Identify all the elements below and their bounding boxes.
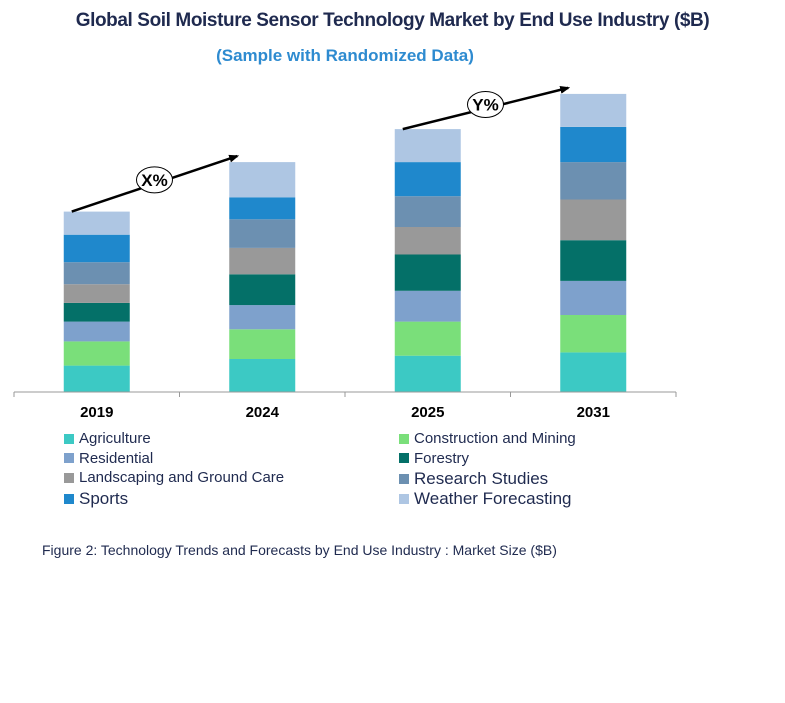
legend-item-forestry: Forestry (399, 450, 469, 467)
bar-2019-sports (63, 234, 130, 263)
bar-2019-residential (63, 321, 130, 342)
legend-item-agriculture: Agriculture (64, 430, 151, 447)
chart-title: Global Soil Moisture Sensor Technology M… (75, 10, 710, 31)
stacked-bar-chart: 2019 2024 2025 2031 X% Y% (13, 85, 677, 421)
bar-2025-weather-forecasting (394, 129, 461, 163)
x-tick-label-2031: 2031 (577, 404, 610, 421)
legend-swatch (399, 493, 409, 504)
bar-2019-research-studies (63, 262, 130, 285)
bar-2024-forestry (229, 274, 296, 306)
growth-label-2: Y% (472, 96, 498, 115)
growth-bubble-2 (467, 91, 504, 118)
bar-2019-landscaping-and-ground-care (63, 284, 130, 303)
bar-2024-weather-forecasting (229, 162, 296, 198)
bar-2025-construction-and-mining (394, 321, 461, 356)
bar-2024-landscaping-and-ground-care (229, 247, 296, 275)
growth-bubble-1 (136, 166, 173, 194)
bar-2031-landscaping-and-ground-care (560, 199, 627, 241)
bar-2024-construction-and-mining (229, 329, 296, 359)
bar-2024-sports (229, 197, 296, 220)
legend-swatch (399, 453, 409, 463)
bar-2031-forestry (560, 240, 627, 281)
legend-label: Landscaping and Ground Care (79, 469, 285, 486)
bar-2031-weather-forecasting (560, 93, 627, 127)
bar-2025-residential (394, 290, 461, 322)
legend-label: Forestry (414, 449, 470, 467)
bar-2031-sports (560, 126, 627, 163)
figure-caption: Figure 2: Technology Trends and Forecast… (42, 542, 557, 558)
bar-2031-residential (560, 280, 627, 315)
legend-label: Sports (79, 488, 129, 508)
bar-2025-forestry (394, 254, 461, 291)
bar-2025-sports (394, 162, 461, 197)
bar-2025-agriculture (394, 355, 461, 392)
bar-2025-landscaping-and-ground-care (394, 227, 461, 255)
bar-2019-construction-and-mining (63, 341, 130, 366)
x-tick-label-2024: 2024 (246, 404, 280, 421)
bar-2031-agriculture (560, 352, 627, 392)
x-tick-label-2025: 2025 (411, 404, 444, 421)
legend-item-sports: Sports (64, 489, 128, 509)
bar-2031-construction-and-mining (560, 315, 627, 353)
legend-label: Residential (79, 449, 154, 467)
legend-swatch (399, 433, 409, 444)
legend-item-weather-forecasting: Weather Forecasting (399, 489, 571, 509)
bar-2019-agriculture (63, 365, 130, 392)
bar-2024-research-studies (229, 219, 296, 248)
legend-item-residential: Residential (64, 450, 153, 467)
legend-swatch (64, 472, 74, 483)
bar-2031-research-studies (560, 162, 627, 200)
bar-2019-weather-forecasting (63, 211, 130, 235)
legend-item-construction-and-mining: Construction and Mining (399, 430, 576, 447)
legend-swatch (64, 493, 74, 504)
x-tick-label-2019: 2019 (80, 404, 113, 421)
legend-swatch (64, 433, 74, 444)
legend-label: Agriculture (79, 430, 151, 447)
bar-2025-research-studies (394, 196, 461, 227)
bar-2024-residential (229, 305, 296, 330)
growth-label-1: X% (141, 171, 167, 190)
legend-label: Weather Forecasting (414, 488, 572, 508)
chart-subtitle: (Sample with Randomized Data) (216, 46, 474, 65)
legend-item-research-studies: Research Studies (399, 469, 548, 489)
legend-label: Construction and Mining (414, 430, 576, 447)
legend-swatch (64, 453, 74, 463)
legend-swatch (399, 474, 409, 484)
legend-item-landscaping-and-ground-care: Landscaping and Ground Care (64, 469, 284, 486)
legend-label: Research Studies (414, 469, 549, 488)
bar-2019-forestry (63, 302, 130, 322)
bar-2024-agriculture (229, 359, 296, 392)
